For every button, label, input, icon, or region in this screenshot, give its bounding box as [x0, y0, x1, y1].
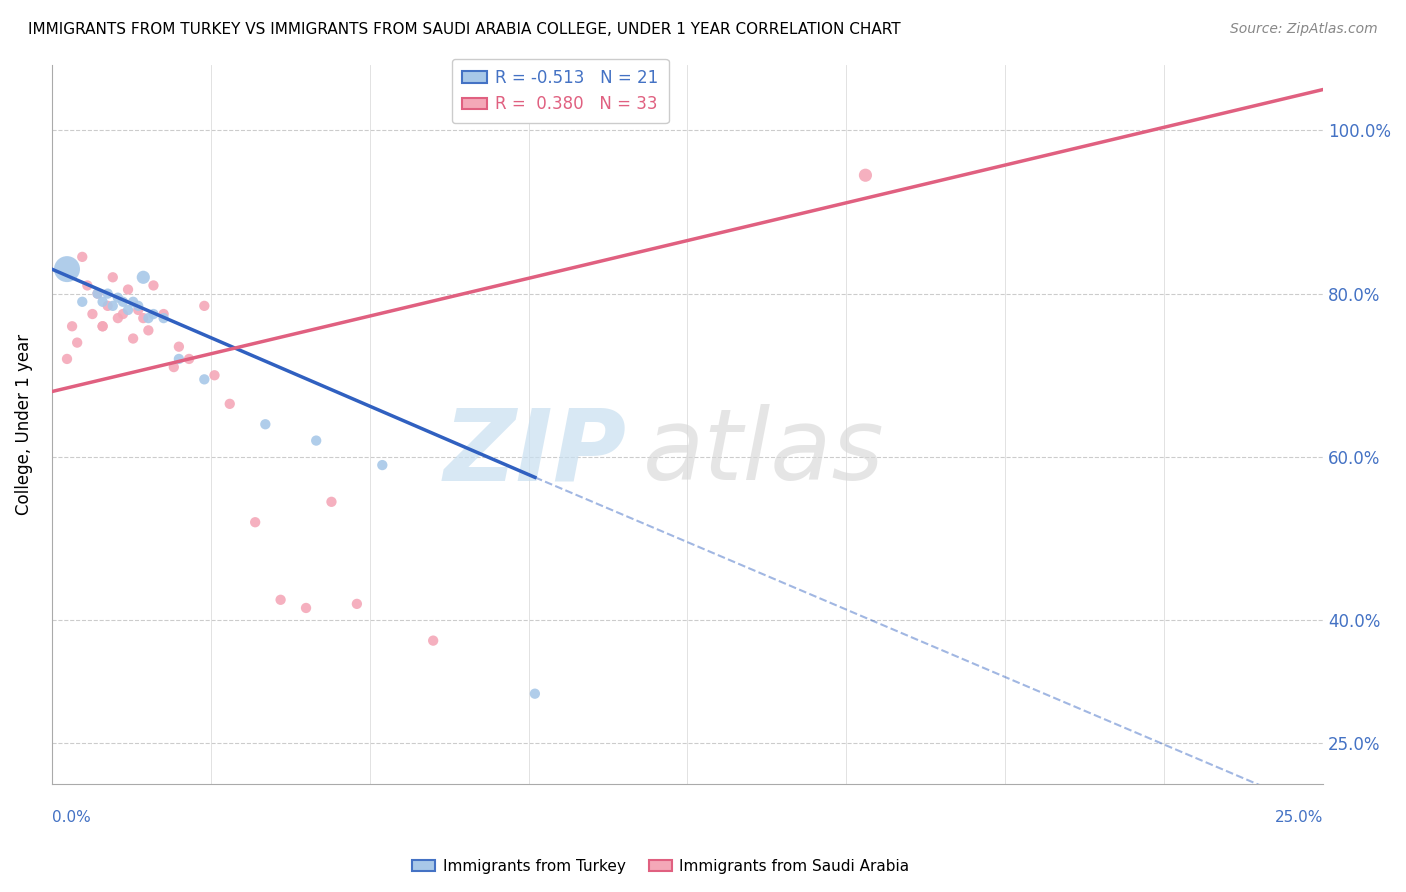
Point — [371, 458, 394, 472]
Point — [122, 332, 145, 346]
Point — [107, 291, 129, 305]
Point — [295, 601, 318, 615]
Legend: Immigrants from Turkey, Immigrants from Saudi Arabia: Immigrants from Turkey, Immigrants from … — [406, 853, 915, 880]
Point — [72, 250, 94, 264]
Point — [163, 360, 186, 375]
Point — [97, 299, 120, 313]
Point — [855, 168, 877, 182]
Point — [111, 294, 134, 309]
Point — [91, 319, 114, 334]
Point — [138, 323, 160, 337]
Point — [346, 597, 368, 611]
Point — [422, 633, 444, 648]
Point — [177, 351, 200, 366]
Point — [321, 495, 343, 509]
Point — [117, 283, 139, 297]
Point — [76, 278, 98, 293]
Point — [127, 299, 149, 313]
Point — [60, 319, 83, 334]
Point — [56, 351, 79, 366]
Point — [117, 302, 139, 317]
Point — [152, 307, 174, 321]
Point — [86, 286, 108, 301]
Point — [101, 270, 124, 285]
Point — [167, 340, 190, 354]
Text: ZIP: ZIP — [443, 404, 627, 501]
Point — [91, 319, 114, 334]
Point — [142, 307, 165, 321]
Point — [91, 294, 114, 309]
Point — [111, 307, 134, 321]
Point — [204, 368, 226, 383]
Point — [132, 311, 155, 326]
Point — [305, 434, 328, 448]
Point — [86, 286, 108, 301]
Point — [138, 311, 160, 326]
Point — [523, 687, 546, 701]
Point — [167, 351, 190, 366]
Text: IMMIGRANTS FROM TURKEY VS IMMIGRANTS FROM SAUDI ARABIA COLLEGE, UNDER 1 YEAR COR: IMMIGRANTS FROM TURKEY VS IMMIGRANTS FRO… — [28, 22, 901, 37]
Point — [122, 294, 145, 309]
Point — [193, 372, 215, 386]
Point — [72, 294, 94, 309]
Text: 0.0%: 0.0% — [52, 810, 90, 824]
Text: Source: ZipAtlas.com: Source: ZipAtlas.com — [1230, 22, 1378, 37]
Point — [82, 307, 104, 321]
Text: atlas: atlas — [643, 404, 884, 501]
Point — [56, 262, 79, 277]
Point — [193, 299, 215, 313]
Point — [66, 335, 89, 350]
Point — [97, 286, 120, 301]
Text: 25.0%: 25.0% — [1275, 810, 1323, 824]
Point — [132, 270, 155, 285]
Point — [152, 311, 174, 326]
Point — [270, 592, 292, 607]
Point — [107, 311, 129, 326]
Point — [218, 397, 240, 411]
Legend: R = -0.513   N = 21, R =  0.380   N = 33: R = -0.513 N = 21, R = 0.380 N = 33 — [451, 59, 669, 123]
Y-axis label: College, Under 1 year: College, Under 1 year — [15, 334, 32, 515]
Point — [243, 515, 266, 529]
Point — [254, 417, 277, 432]
Point — [101, 299, 124, 313]
Point — [127, 302, 149, 317]
Point — [142, 278, 165, 293]
